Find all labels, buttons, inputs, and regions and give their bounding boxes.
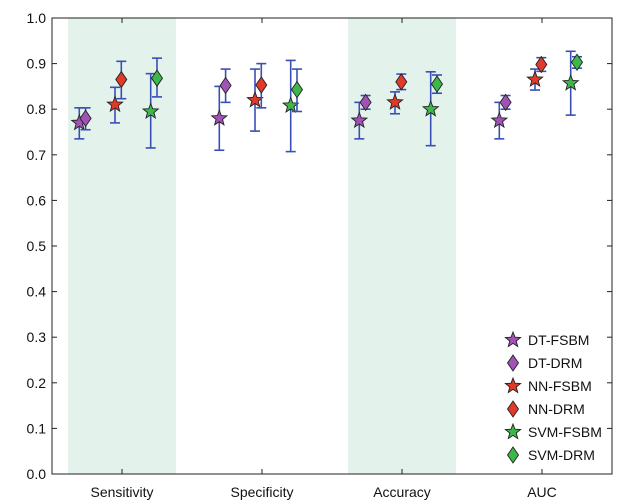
series-nn-fsbm bbox=[106, 68, 544, 132]
data-point bbox=[106, 95, 124, 113]
legend-label: DT-DRM bbox=[528, 355, 582, 371]
legend-label: SVM-FSBM bbox=[528, 424, 602, 440]
legend: DT-FSBM DT-DRM NN-FSBM NN-DRM SVM-FSBM SVM-DR… bbox=[504, 330, 602, 464]
data-point bbox=[79, 109, 92, 128]
x-axis-categories: Sensitivity Specificity Accuracy AUC bbox=[90, 18, 557, 500]
legend-item: DT-DRM bbox=[506, 354, 582, 372]
legend-marker bbox=[504, 330, 522, 348]
legend-marker bbox=[506, 354, 520, 372]
data-point bbox=[386, 93, 404, 110]
series-svm-drm bbox=[150, 53, 584, 113]
y-tick-label: 0.3 bbox=[27, 329, 47, 345]
data-point bbox=[210, 109, 229, 126]
data-point bbox=[395, 73, 408, 91]
y-tick-label: 0.9 bbox=[27, 56, 47, 72]
data-point bbox=[350, 111, 369, 129]
legend-marker bbox=[504, 422, 522, 440]
legend-item: SVM-DRM bbox=[506, 446, 595, 464]
legend-marker bbox=[506, 400, 520, 418]
legend-label: SVM-DRM bbox=[528, 447, 595, 463]
legend-item: NN-FSBM bbox=[504, 376, 592, 394]
data-point bbox=[115, 70, 128, 89]
data-point bbox=[499, 93, 512, 112]
x-category-label: Accuracy bbox=[373, 484, 431, 500]
y-tick-label: 0.4 bbox=[27, 284, 47, 300]
y-tick-label: 0.0 bbox=[27, 466, 47, 482]
x-category-label: AUC bbox=[527, 484, 557, 500]
y-tick-label: 0.1 bbox=[27, 420, 47, 436]
data-point bbox=[570, 53, 584, 72]
data-point bbox=[421, 99, 440, 117]
y-tick-label: 0.2 bbox=[27, 375, 47, 391]
x-category-label: Specificity bbox=[230, 484, 293, 500]
legend-marker bbox=[506, 446, 520, 464]
series-dt-drm bbox=[79, 68, 512, 131]
legend-item: NN-DRM bbox=[506, 400, 585, 418]
y-tick-label: 1.0 bbox=[27, 10, 47, 26]
data-point bbox=[150, 69, 164, 87]
data-point bbox=[526, 70, 544, 88]
data-point bbox=[255, 76, 268, 94]
legend-label: NN-FSBM bbox=[528, 378, 592, 394]
data-point bbox=[535, 55, 548, 74]
data-point bbox=[219, 76, 232, 95]
data-point bbox=[561, 73, 580, 91]
data-point bbox=[490, 111, 509, 129]
data-marks bbox=[70, 50, 584, 153]
y-tick-label: 0.6 bbox=[27, 192, 47, 208]
y-tick-label: 0.8 bbox=[27, 101, 47, 117]
y-axis-ticks: 0.0 0.1 0.2 0.3 0.4 0.5 0.6 0.7 0.8 0.9 1.0 bbox=[27, 10, 612, 482]
legend-item: DT-FSBM bbox=[504, 330, 589, 348]
legend-marker bbox=[504, 376, 522, 394]
x-category-label: Sensitivity bbox=[90, 484, 153, 500]
y-tick-label: 0.5 bbox=[27, 238, 47, 254]
series-dt-fsbm bbox=[70, 85, 509, 152]
legend-label: DT-FSBM bbox=[528, 332, 589, 348]
y-tick-label: 0.7 bbox=[27, 147, 47, 163]
legend-item: SVM-FSBM bbox=[504, 422, 602, 440]
series-svm-fsbm bbox=[141, 50, 580, 153]
data-point bbox=[141, 102, 160, 119]
series-nn-drm bbox=[115, 55, 548, 109]
data-point bbox=[359, 93, 372, 112]
data-point bbox=[290, 80, 304, 99]
legend-label: NN-DRM bbox=[528, 401, 585, 417]
data-point bbox=[430, 75, 444, 93]
